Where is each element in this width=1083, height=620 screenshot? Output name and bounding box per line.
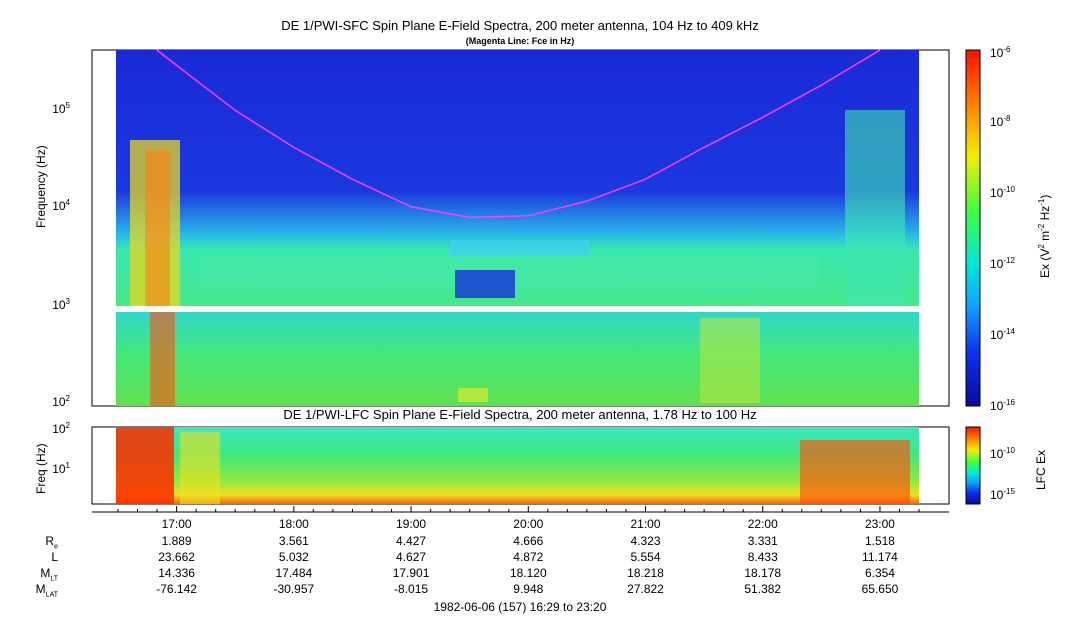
- ephemeris-value: -8.015: [394, 582, 429, 596]
- time-tick-label: 18:00: [278, 517, 309, 531]
- time-tick-label: 22:00: [747, 517, 778, 531]
- sfc-colorbar-label: Ex (V2 m-2 Hz-1): [1037, 194, 1052, 278]
- time-range-footer: 1982-06-06 (157) 16:29 to 23:20: [433, 600, 607, 614]
- lfc-cb-tick-m15: 10-15: [990, 487, 1015, 502]
- ephemeris-value: 1.889: [161, 534, 192, 548]
- sfc-ytick-1e2: 102: [52, 394, 70, 409]
- ephemeris-value: 5.554: [630, 550, 661, 564]
- sfc-ylabel: Frequency (Hz): [34, 145, 48, 228]
- ephemeris-value: 18.218: [627, 566, 664, 580]
- ephemeris-value: -30.957: [273, 582, 315, 596]
- sfc-colorbar: [965, 49, 981, 407]
- sfc-data-gap: [116, 306, 919, 312]
- lfc-colorbar: [965, 426, 981, 505]
- ephemeris-value: 17.901: [392, 566, 430, 580]
- lfc-cb-tick-m10: 10-10: [990, 446, 1015, 461]
- sfc-ytick-1e4: 104: [52, 198, 70, 213]
- time-tick-label: 20:00: [513, 517, 544, 531]
- sfc-cb-tick-m16: 10-16: [990, 398, 1015, 413]
- ephemeris-value: 11.174: [862, 550, 898, 564]
- ephemeris-value: 51.382: [744, 582, 782, 596]
- ephemeris-value: -76.142: [156, 582, 197, 596]
- emission-lower-mid: [458, 388, 488, 402]
- ephemeris-value: 18.178: [744, 566, 782, 580]
- ephemeris-row-label: Re: [45, 534, 58, 551]
- ephemeris-row-label: MLAT: [35, 582, 58, 599]
- lfc-spectrogram: [116, 427, 919, 504]
- lfc-left-burst: [116, 427, 174, 504]
- emission-left-core: [145, 150, 170, 306]
- ephemeris-value: 14.336: [158, 566, 195, 580]
- sfc-ytick-1e5: 105: [52, 101, 70, 116]
- time-ticks: [117, 506, 920, 512]
- lfc-colorbar-label: LFC Ex: [1034, 449, 1048, 490]
- emission-lower-right: [700, 318, 760, 403]
- sfc-lower-band: [116, 312, 919, 406]
- lfc-left-edge: [180, 432, 220, 504]
- emission-left-lower: [150, 312, 175, 406]
- ephemeris-value: 6.354: [864, 566, 895, 580]
- lfc-ylabel: Freq (Hz): [34, 443, 48, 494]
- ephemeris-value: 18.120: [509, 566, 547, 580]
- ephemeris-value: 4.627: [396, 550, 427, 564]
- time-tick-label: 23:00: [864, 517, 895, 531]
- time-tick-label: 17:00: [161, 517, 192, 531]
- sfc-cb-tick-m10: 10-10: [990, 185, 1015, 200]
- ephemeris-value: 4.323: [630, 534, 661, 548]
- sfc-ytick-1e3: 103: [52, 297, 70, 312]
- sfc-cb-tick-m6: 10-6: [990, 45, 1011, 60]
- sfc-subtitle: (Magenta Line: Fce in Hz): [465, 36, 575, 46]
- emission-right-burst: [845, 110, 905, 306]
- sfc-cb-tick-m8: 10-8: [990, 114, 1011, 129]
- ephemeris-value: 23.662: [158, 550, 195, 564]
- lfc-title: DE 1/PWI-LFC Spin Plane E-Field Spectra,…: [283, 407, 757, 422]
- ephemeris-row-label: MLT: [40, 566, 58, 583]
- ephemeris-value: 4.872: [513, 550, 544, 564]
- lfc-right-burst: [800, 440, 910, 504]
- sfc-title: DE 1/PWI-SFC Spin Plane E-Field Spectra,…: [281, 18, 759, 33]
- gap-dark-blob: [455, 270, 515, 298]
- ephemeris-row-label: L: [51, 550, 58, 564]
- ephemeris-value: 4.666: [513, 534, 544, 548]
- ephemeris-value: 3.331: [747, 534, 778, 548]
- ephemeris-value: 8.433: [747, 550, 778, 564]
- fce-magenta-line: [156, 49, 881, 219]
- time-tick-label: 21:00: [630, 517, 661, 531]
- lfc-ytick-1e1: 101: [52, 461, 70, 476]
- ephemeris-value: 4.427: [396, 534, 427, 548]
- sfc-cb-tick-m12: 10-12: [990, 256, 1015, 271]
- ephemeris-value: 27.822: [627, 582, 664, 596]
- sfc-cb-tick-m14: 10-14: [990, 327, 1015, 342]
- ephemeris-value: 17.484: [275, 566, 313, 580]
- ephemeris-value: 3.561: [278, 534, 309, 548]
- ephemeris-value: 5.032: [278, 550, 309, 564]
- ephemeris-value: 65.650: [861, 582, 899, 596]
- emission-band-3khz: [450, 240, 590, 255]
- lfc-ytick-1e2: 102: [52, 421, 70, 436]
- time-tick-label: 19:00: [396, 517, 427, 531]
- ephemeris-value: 1.518: [864, 534, 895, 548]
- ephemeris-value: 9.948: [513, 582, 544, 596]
